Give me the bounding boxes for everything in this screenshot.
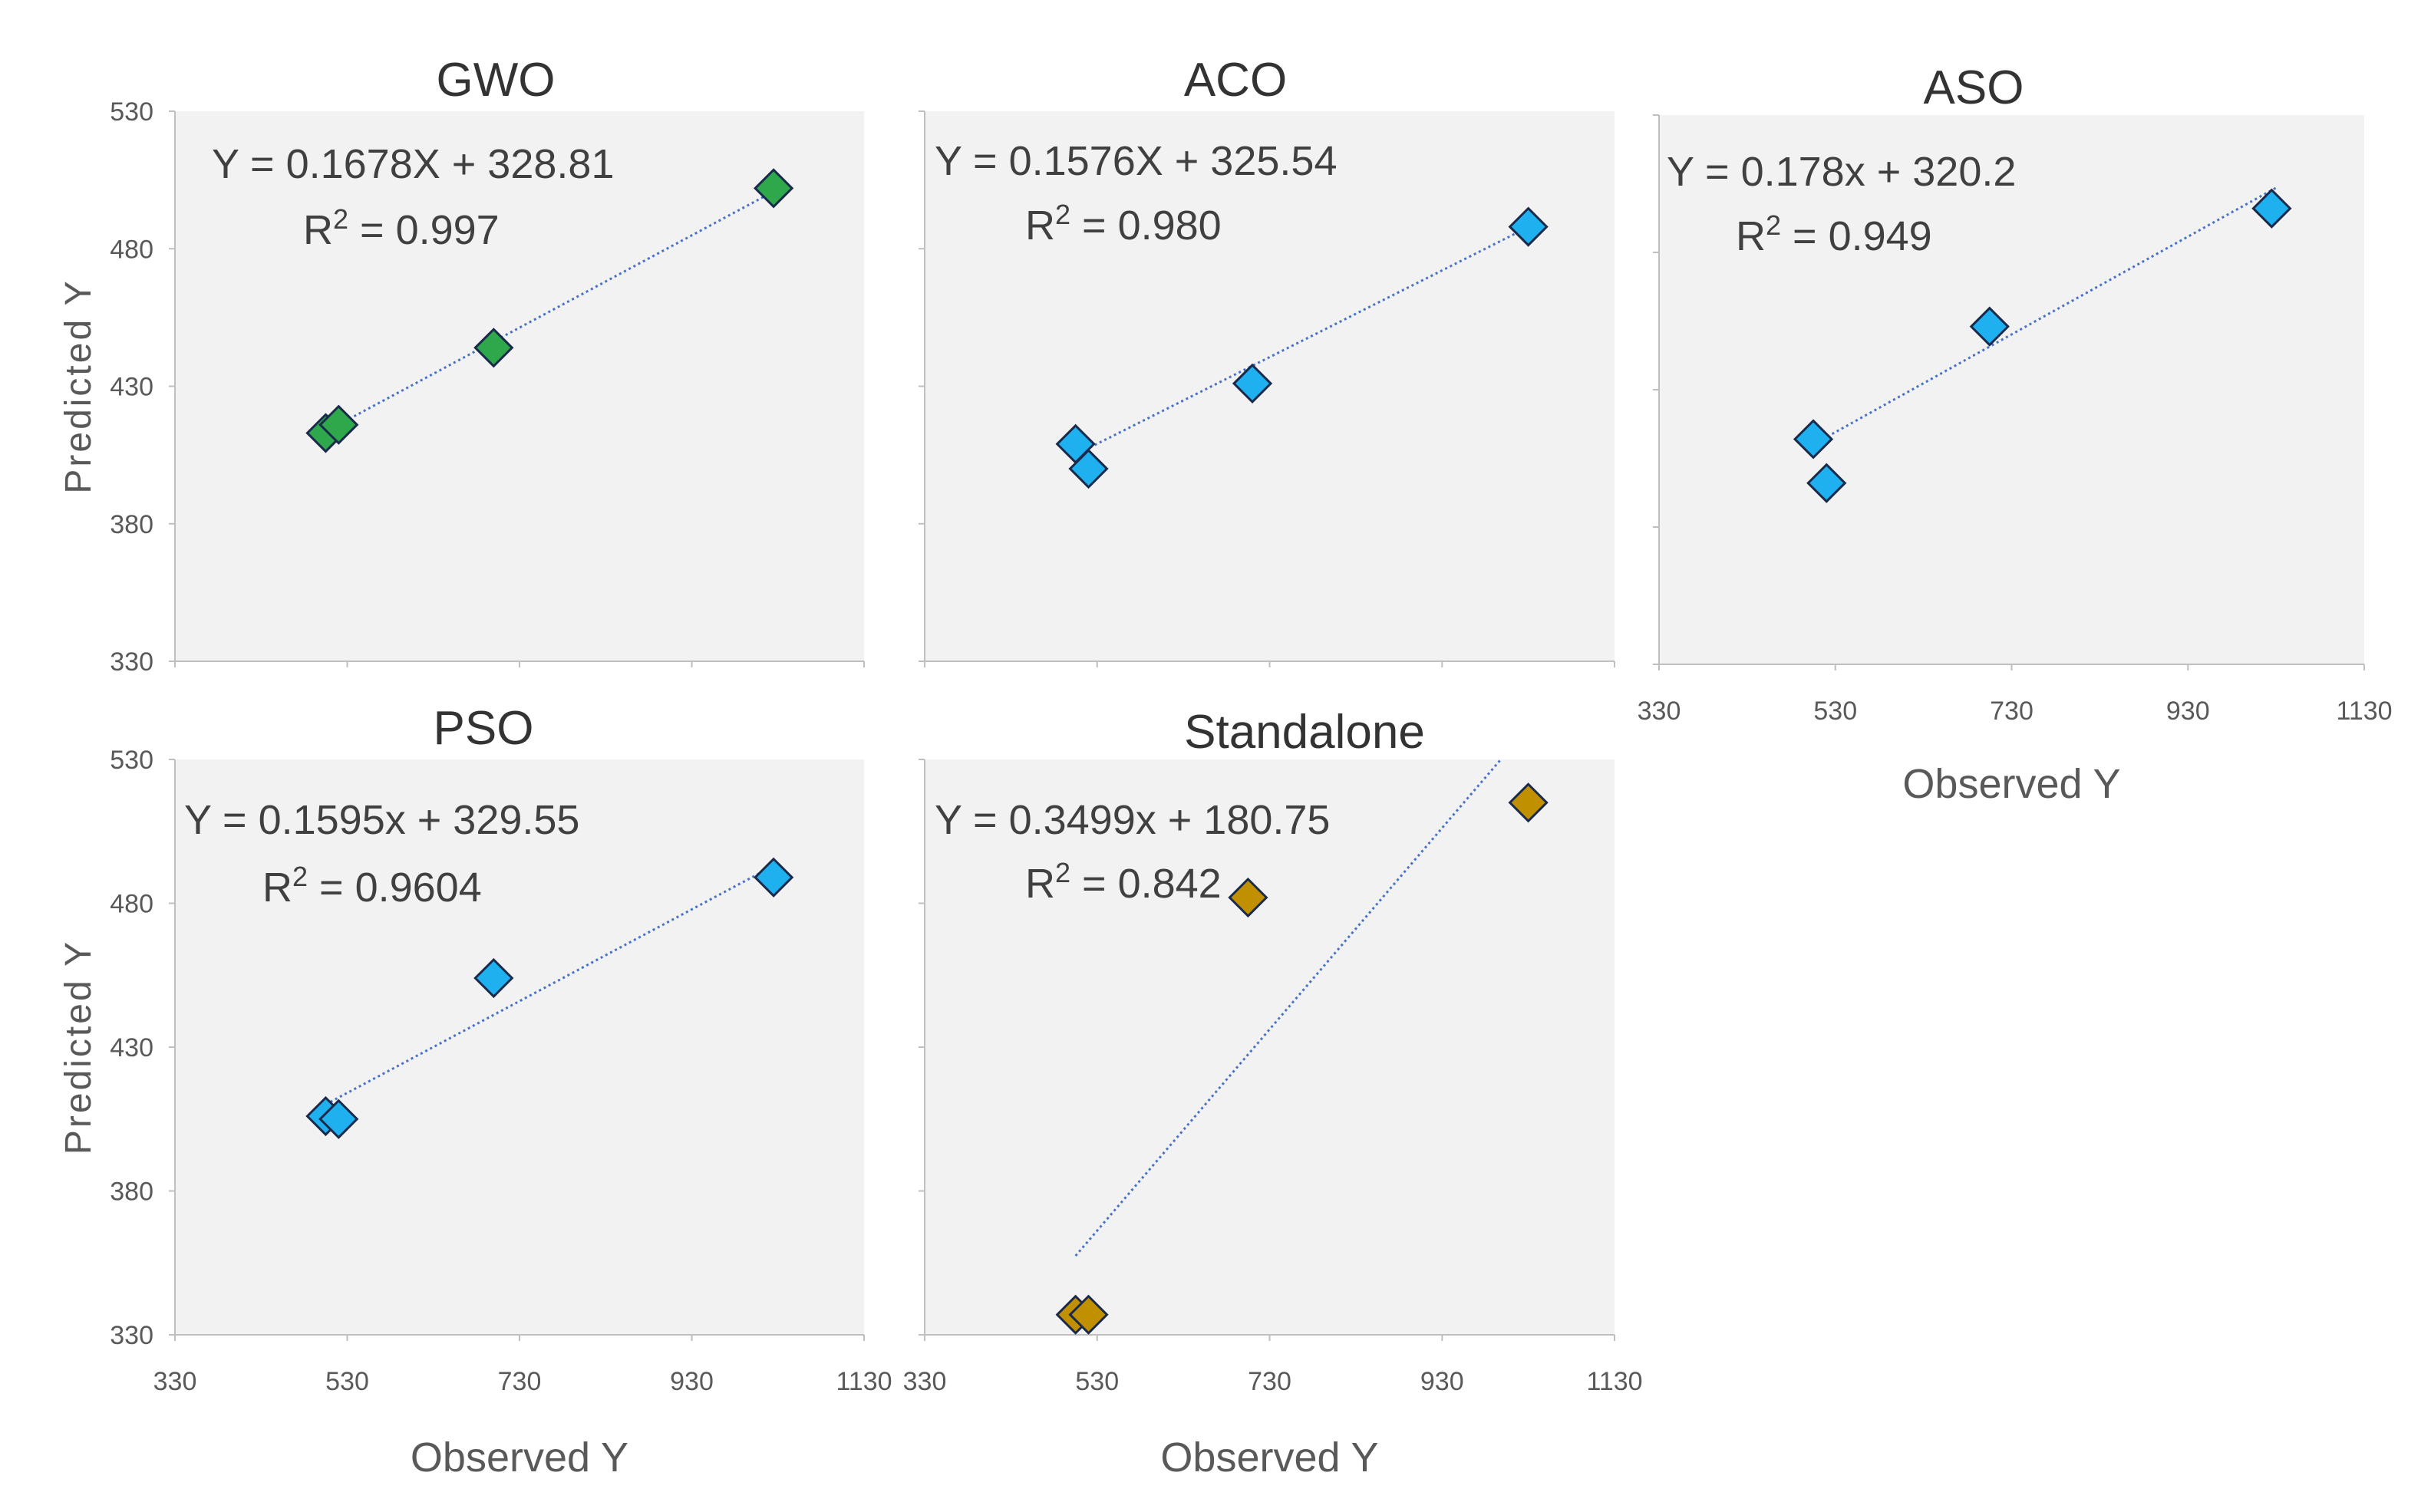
x-tick-label: 730 [1248,1367,1291,1396]
data-point [754,168,794,209]
panel-aco: ACO Y = 0.1576X + 325.54 R2 = 0.980 [919,54,1615,667]
x-tick-label: 530 [1813,697,1857,726]
x-tick-label: 1130 [2336,697,2392,726]
y-axis-title-pso: Predicted Y [58,940,99,1155]
x-tick-label: 930 [1420,1367,1464,1396]
r-squared-value: = 0.842 [1070,861,1222,907]
data-point [1508,782,1549,823]
data-point [1793,419,1834,460]
trendline-aco [1074,226,1529,456]
data-point [2251,188,2292,229]
y-tick-label: 380 [110,1178,153,1207]
data-point [1068,1294,1109,1335]
r-squared-label-aco: R2 = 0.980 [1025,199,1222,249]
data-point [473,328,514,368]
equation-label-aco: Y = 0.1576X + 325.54 [935,138,1337,184]
x-axis-title-standalone: Observed Y [1160,1435,1378,1481]
y-tick-label: 530 [110,746,153,775]
data-point [1806,463,1847,503]
r-squared-symbol: R [303,207,333,253]
r-squared-exponent: 2 [1766,209,1781,241]
r-squared-symbol: R [1025,861,1055,907]
x-tick-label: 730 [1990,697,2034,726]
equation-label-standalone: Y = 0.3499x + 180.75 [935,797,1330,843]
r-squared-symbol: R [1025,203,1055,249]
r-squared-value: = 0.949 [1781,213,1932,259]
x-tick-label: 930 [2166,697,2210,726]
y-tick-label: 430 [110,373,153,402]
data-point [1508,206,1549,247]
data-point [318,404,359,445]
y-axis-title-gwo: Predicted Y [58,278,99,493]
plot-area-pso [175,759,864,1335]
plot-area-gwo [175,111,864,661]
y-tick-label: 330 [110,1321,153,1350]
r-squared-label-pso: R2 = 0.9604 [262,861,482,911]
y-tick-label: 380 [110,510,153,539]
r-squared-exponent: 2 [333,203,348,235]
r-squared-exponent: 2 [1055,199,1070,230]
r-squared-label-standalone: R2 = 0.842 [1025,857,1222,907]
data-point [1228,877,1268,918]
y-tick-label: 530 [110,97,153,127]
r-squared-symbol: R [262,865,292,911]
panel-standalone: 330 530 730 930 1130 Standalone Observed Y Y = … [903,706,1643,1481]
data-point [1969,306,2010,347]
plot-area-aso [1659,115,2364,664]
r-squared-value: = 0.9604 [308,865,482,911]
x-tick-label: 330 [903,1367,947,1396]
y-tick-label: 480 [110,235,153,264]
y-tick-label: 430 [110,1033,153,1062]
y-tick-label: 330 [110,647,153,677]
x-tick-label: 530 [325,1367,369,1396]
equation-label-gwo: Y = 0.1678X + 328.81 [212,141,614,187]
data-point [754,857,794,898]
x-tick-label: 330 [1638,697,1681,726]
chart-title-aco: ACO [1184,54,1287,107]
data-point [318,1099,359,1139]
equation-label-aso: Y = 0.178x + 320.2 [1667,149,2016,195]
data-point [473,957,514,999]
x-axis-title-pso: Observed Y [411,1435,628,1481]
r-squared-symbol: R [1736,213,1766,259]
data-point [1232,363,1273,404]
data-point [1068,448,1109,489]
x-tick-label: 1130 [1586,1367,1642,1396]
r-squared-value: = 0.997 [348,207,500,253]
chart-title-gwo: GWO [437,54,556,107]
trendline-aso [1813,186,2277,446]
x-tick-label: 930 [670,1367,714,1396]
equation-label-pso: Y = 0.1595x + 329.55 [184,797,579,843]
panel-aso: 330 530 730 930 1130 ASO Observed Y Y = 0.178x … [1638,61,2393,807]
panel-gwo: 330 380 430 480 530 GWO Predicted Y Y = 0.1678X… [58,54,865,677]
chart-title-aso: ASO [1924,61,2024,114]
x-axis-title-aso: Observed Y [1902,761,2120,807]
chart-title-standalone: Standalone [1184,706,1425,759]
panel-pso: 330 380 430 480 530 330 530 730 930 1130 PSO Predic… [58,702,892,1481]
r-squared-exponent: 2 [292,861,308,892]
chart-title-pso: PSO [434,702,534,755]
x-tick-label: 730 [498,1367,542,1396]
y-tick-label: 480 [110,890,153,919]
plot-area-standalone [925,759,1615,1335]
x-tick-label: 330 [153,1367,197,1396]
r-squared-label-aso: R2 = 0.949 [1736,209,1932,259]
r-squared-exponent: 2 [1055,857,1070,888]
x-tick-label: 530 [1075,1367,1119,1396]
r-squared-value: = 0.980 [1070,203,1222,249]
r-squared-label-gwo: R2 = 0.997 [303,203,500,253]
x-tick-label: 1130 [836,1367,892,1396]
